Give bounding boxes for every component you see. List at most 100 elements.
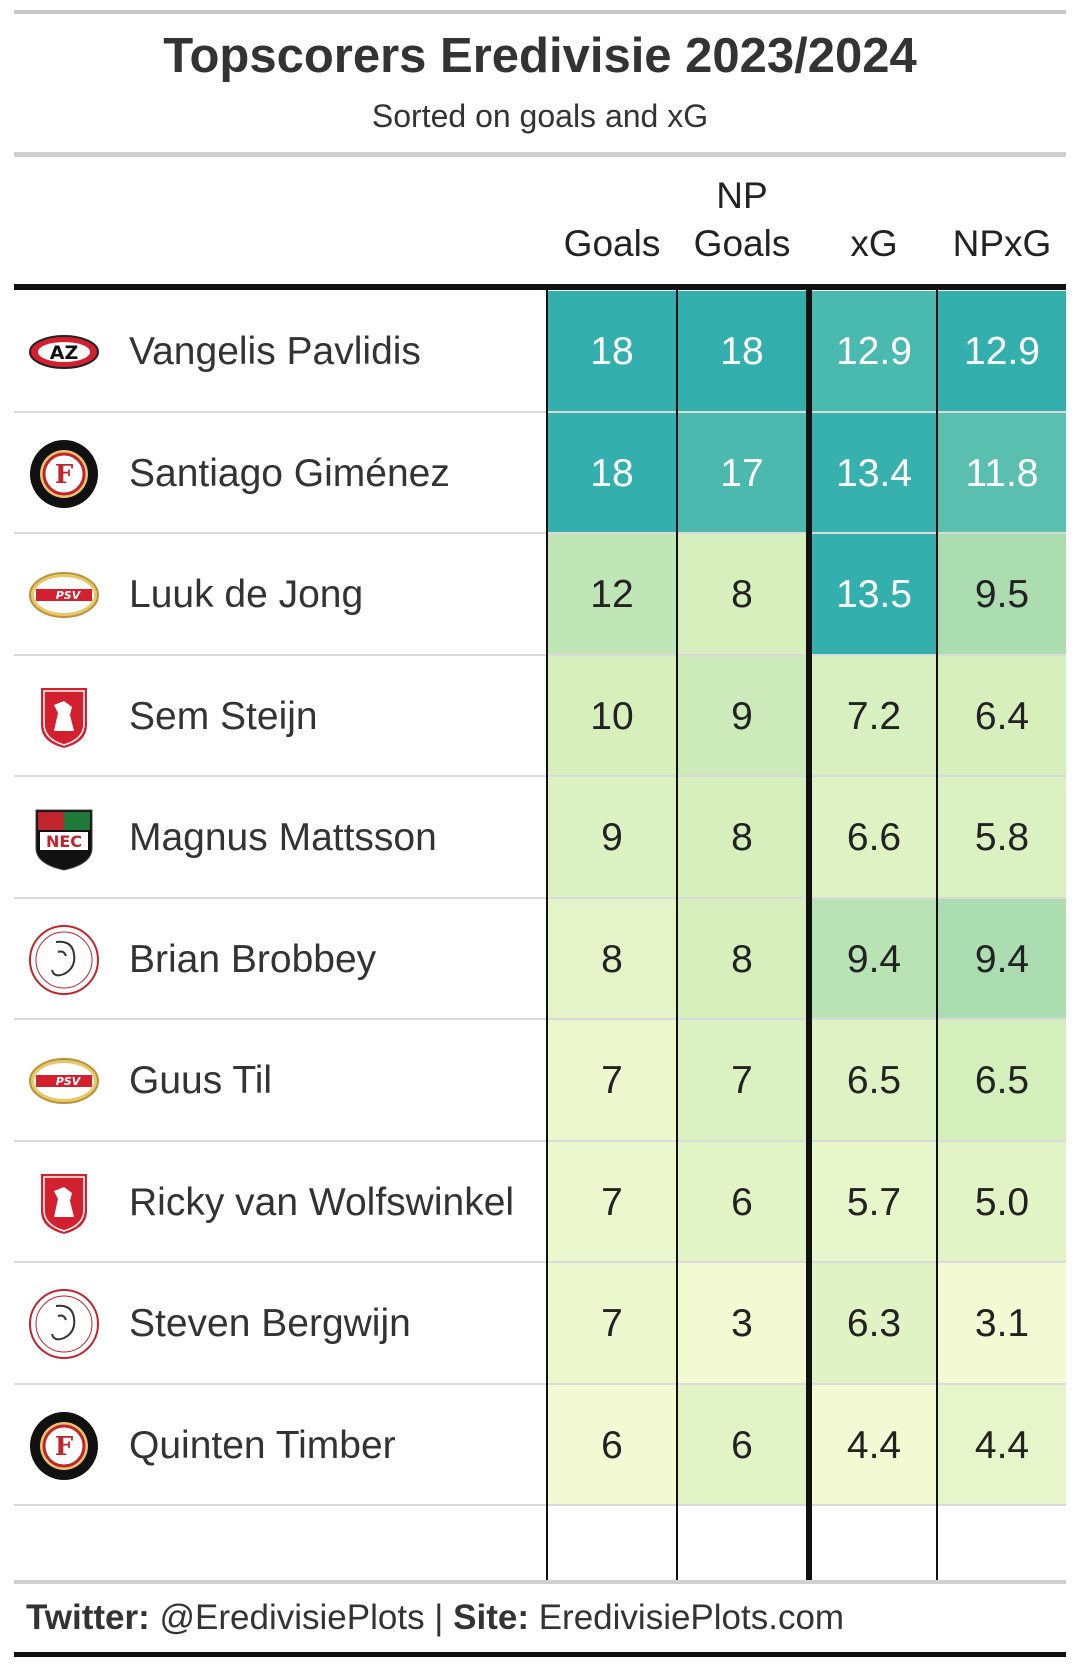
footer-twitter-label: Twitter: <box>26 1598 150 1637</box>
table-row: Steven Bergwijn 7 3 6.3 3.1 <box>14 1263 1066 1385</box>
cell-goals: 7 <box>548 1020 676 1142</box>
col-header-xg: xG <box>812 172 936 268</box>
col-header-npxg: NPxG <box>938 172 1066 268</box>
cell-xg: 4.4 <box>812 1384 936 1506</box>
table-row: F Santiago Giménez 18 17 13.4 11.8 <box>14 412 1066 534</box>
col-header-xg-bottom: xG <box>850 223 898 264</box>
footer-rule <box>14 1652 1066 1657</box>
cell-goals: 18 <box>548 291 676 413</box>
cell-goals: 7 <box>548 1263 676 1385</box>
col-header-npxg-top <box>938 172 1066 220</box>
row-divider <box>14 1504 1066 1506</box>
cell-np-goals: 18 <box>678 291 806 413</box>
table-row: AZ Vangelis Pavlidis 18 18 12.9 12.9 <box>14 291 1066 413</box>
table-row: PSV Luuk de Jong 12 8 13.5 9.5 <box>14 534 1066 656</box>
row-divider <box>14 653 1066 656</box>
col-header-goals-bottom: Goals <box>563 223 661 264</box>
row-divider <box>14 1139 1066 1142</box>
header-rule <box>14 152 1066 157</box>
table-row: Ricky van Wolfswinkel 7 6 5.7 5.0 <box>14 1141 1066 1263</box>
chart-subtitle: Sorted on goals and xG <box>371 98 709 134</box>
cell-goals: 10 <box>548 655 676 777</box>
col-header-np-goals-top: NP <box>716 175 768 216</box>
col-header-xg-top <box>812 172 936 220</box>
ajax-logo-icon <box>28 1288 100 1360</box>
feyenoord-logo-icon: F <box>28 1410 100 1482</box>
cell-goals: 18 <box>548 412 676 534</box>
table-row: NEC Magnus Mattsson 9 8 6.6 5.8 <box>14 777 1066 899</box>
feyenoord-logo-icon: F <box>28 438 100 510</box>
table-row: F Quinten Timber 6 6 4.4 4.4 <box>14 1384 1066 1506</box>
player-name: Sem Steijn <box>129 694 318 738</box>
table-row: Brian Brobbey 8 8 9.4 9.4 <box>14 898 1066 1020</box>
cell-npxg: 12.9 <box>938 291 1066 413</box>
footer-site-label: Site: <box>453 1598 529 1637</box>
svg-text:AZ: AZ <box>50 342 78 364</box>
cell-npxg: 5.0 <box>938 1141 1066 1263</box>
top-rule <box>14 10 1066 14</box>
cell-npxg: 4.4 <box>938 1384 1066 1506</box>
cell-npxg: 6.5 <box>938 1020 1066 1142</box>
cell-npxg: 9.4 <box>938 898 1066 1020</box>
cell-npxg: 6.4 <box>938 655 1066 777</box>
player-name: Guus Til <box>129 1059 273 1102</box>
cell-npxg: 5.8 <box>938 777 1066 899</box>
cell-npxg: 11.8 <box>938 412 1066 534</box>
col-header-np-goals: NP Goals <box>678 172 806 268</box>
col-header-goals-top <box>548 172 676 220</box>
col-header-npxg-bottom: NPxG <box>952 223 1052 264</box>
player-name: Santiago Giménez <box>129 451 450 495</box>
table-top-rule <box>14 284 1066 290</box>
cell-np-goals: 8 <box>678 777 806 899</box>
row-divider <box>14 775 1066 777</box>
cell-xg: 12.9 <box>812 291 936 413</box>
footer-site-url: EredivisiePlots.com <box>528 1598 845 1637</box>
row-divider <box>14 532 1066 534</box>
fc-twente-logo-icon <box>28 1167 100 1239</box>
cell-xg: 9.4 <box>812 898 936 1020</box>
fc-twente-logo-icon <box>28 681 100 753</box>
svg-text:NEC: NEC <box>46 832 82 851</box>
cell-xg: 7.2 <box>812 655 936 777</box>
footer-credits: Twitter: @EredivisiePlots | Site: Erediv… <box>26 1598 844 1638</box>
cell-np-goals: 8 <box>678 898 806 1020</box>
col-divider-goals <box>676 290 678 1580</box>
svg-text:F: F <box>55 1432 74 1462</box>
col-header-np-goals-bottom: Goals <box>693 223 791 264</box>
cell-goals: 9 <box>548 777 676 899</box>
chart-title: Topscorers Eredivisie 2023/2024 <box>163 29 917 83</box>
cell-np-goals: 8 <box>678 534 806 656</box>
cell-xg: 5.7 <box>812 1141 936 1263</box>
cell-goals: 6 <box>548 1384 676 1506</box>
col-divider-xg <box>936 290 938 1580</box>
table-row: PSV Guus Til 7 7 6.5 6.5 <box>14 1020 1066 1142</box>
cell-npxg: 9.5 <box>938 534 1066 656</box>
ajax-logo-icon <box>28 924 100 996</box>
svg-text:PSV: PSV <box>56 1075 82 1088</box>
cell-np-goals: 6 <box>678 1141 806 1263</box>
player-name: Luuk de Jong <box>129 573 364 616</box>
cell-npxg: 3.1 <box>938 1263 1066 1385</box>
row-divider <box>14 410 1066 413</box>
cell-np-goals: 6 <box>678 1384 806 1506</box>
player-name: Magnus Mattsson <box>129 816 437 859</box>
row-divider <box>14 1382 1066 1385</box>
cell-xg: 6.5 <box>812 1020 936 1142</box>
svg-text:F: F <box>55 460 74 490</box>
az-logo-icon: AZ <box>28 316 100 388</box>
col-divider-goals-xg <box>806 290 812 1580</box>
cell-np-goals: 17 <box>678 412 806 534</box>
cell-xg: 6.6 <box>812 777 936 899</box>
cell-xg: 13.5 <box>812 534 936 656</box>
cell-np-goals: 3 <box>678 1263 806 1385</box>
psv-logo-icon: PSV <box>28 559 100 631</box>
cell-goals: 8 <box>548 898 676 1020</box>
cell-goals: 7 <box>548 1141 676 1263</box>
col-header-goals: Goals <box>548 172 676 268</box>
nec-logo-icon: NEC <box>28 802 100 874</box>
player-name: Ricky van Wolfswinkel <box>129 1180 515 1224</box>
player-name: Vangelis Pavlidis <box>129 330 421 373</box>
player-name: Quinten Timber <box>129 1423 396 1467</box>
psv-logo-icon: PSV <box>28 1045 100 1117</box>
table-bottom-rule <box>14 1580 1066 1584</box>
